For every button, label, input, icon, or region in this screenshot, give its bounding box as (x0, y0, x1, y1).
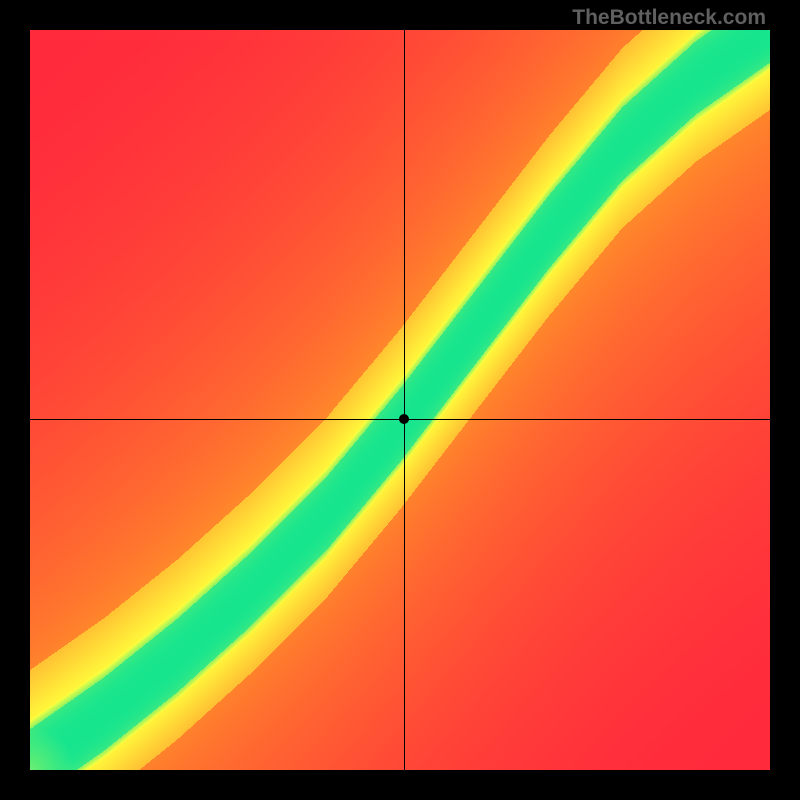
heatmap-canvas (30, 30, 770, 770)
crosshair-vertical (404, 30, 405, 770)
watermark-text: TheBottleneck.com (572, 6, 766, 30)
heatmap-plot (30, 30, 770, 770)
marker-dot (399, 414, 409, 424)
